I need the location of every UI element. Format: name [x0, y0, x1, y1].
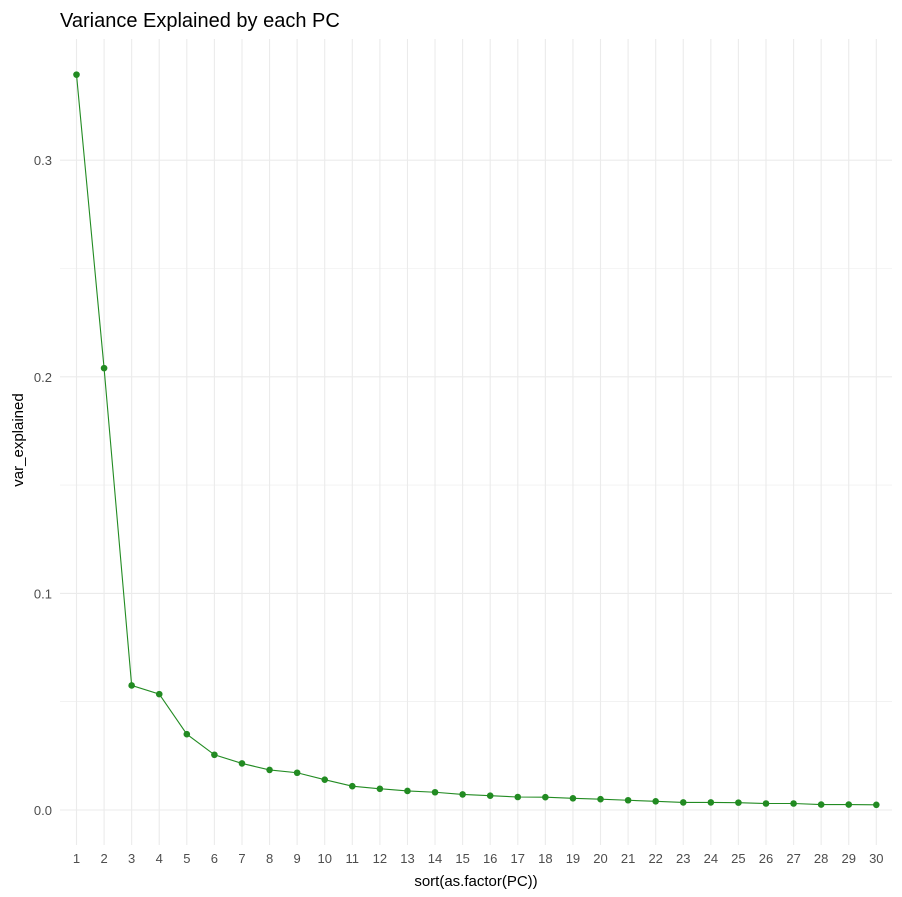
y-tick-label: 0.2 — [34, 370, 52, 385]
x-tick-label: 10 — [317, 851, 331, 866]
x-tick-label: 25 — [731, 851, 745, 866]
data-point — [211, 751, 218, 759]
data-point — [762, 800, 770, 807]
x-tick-label: 4 — [156, 851, 163, 866]
x-tick-label: 26 — [759, 851, 773, 866]
data-point — [790, 800, 797, 807]
data-point — [238, 760, 246, 767]
x-tick-label: 2 — [100, 851, 107, 866]
y-tick-label: 0.1 — [34, 586, 52, 601]
data-point — [486, 792, 494, 800]
data-point — [679, 799, 687, 806]
x-tick-label: 3 — [128, 851, 135, 866]
x-tick-label: 30 — [869, 851, 883, 866]
data-point — [624, 796, 632, 804]
x-tick-label: 21 — [621, 851, 635, 866]
data-point — [100, 364, 108, 372]
x-tick-label: 20 — [593, 851, 607, 866]
data-points-layer — [73, 71, 880, 809]
x-tick-label: 6 — [211, 851, 218, 866]
grid-layer — [60, 39, 892, 845]
x-tick-label: 7 — [238, 851, 245, 866]
x-tick-label: 19 — [566, 851, 580, 866]
data-point — [73, 71, 80, 78]
x-tick-label: 1 — [73, 851, 80, 866]
x-tick-label: 22 — [648, 851, 662, 866]
data-point — [817, 801, 825, 808]
x-tick-label: 27 — [786, 851, 800, 866]
data-point — [569, 795, 577, 802]
data-point — [542, 793, 549, 801]
data-point — [735, 799, 742, 806]
x-axis-ticks: 1 2 3 4 5 6 7 8 9 10 11 12 13 14 15 16 17 18 19 20 21 22 23 24 2… — [73, 851, 884, 866]
data-point — [376, 785, 384, 793]
x-tick-label: 28 — [814, 851, 828, 866]
series-line-layer — [75, 74, 877, 806]
chart-title: Variance Explained by each PC — [60, 10, 340, 32]
x-tick-label: 15 — [455, 851, 469, 866]
x-tick-label: 17 — [511, 851, 525, 866]
data-point — [293, 769, 301, 777]
data-point — [321, 776, 329, 783]
data-point — [652, 798, 659, 805]
x-tick-label: 12 — [373, 851, 387, 866]
data-point — [431, 788, 439, 796]
data-point — [845, 801, 853, 808]
x-tick-label: 29 — [842, 851, 856, 866]
x-axis-title: sort(as.factor(PC)) — [414, 873, 537, 890]
data-point — [183, 730, 191, 738]
data-point — [514, 793, 522, 801]
x-tick-label: 13 — [400, 851, 414, 866]
data-point — [707, 799, 715, 806]
x-tick-label: 18 — [538, 851, 552, 866]
x-tick-label: 11 — [346, 851, 360, 866]
data-point — [873, 801, 880, 809]
x-tick-label: 9 — [294, 851, 301, 866]
x-tick-label: 8 — [266, 851, 273, 866]
x-tick-label: 14 — [428, 851, 442, 866]
series-line — [75, 74, 877, 806]
y-tick-label: 0.0 — [34, 803, 52, 818]
y-axis-title: var_explained — [10, 393, 27, 486]
data-point — [155, 690, 163, 698]
data-point — [266, 766, 273, 774]
x-tick-label: 16 — [483, 851, 497, 866]
x-tick-label: 5 — [183, 851, 190, 866]
data-point — [597, 795, 604, 803]
y-tick-label: 0.3 — [34, 153, 52, 168]
x-tick-label: 24 — [704, 851, 718, 866]
data-point — [459, 791, 466, 798]
y-axis-ticks: 0.0 0.1 0.2 0.3 — [34, 153, 52, 818]
data-point — [404, 787, 411, 795]
data-point — [349, 782, 356, 790]
data-point — [128, 682, 135, 689]
x-tick-label: 23 — [676, 851, 690, 866]
